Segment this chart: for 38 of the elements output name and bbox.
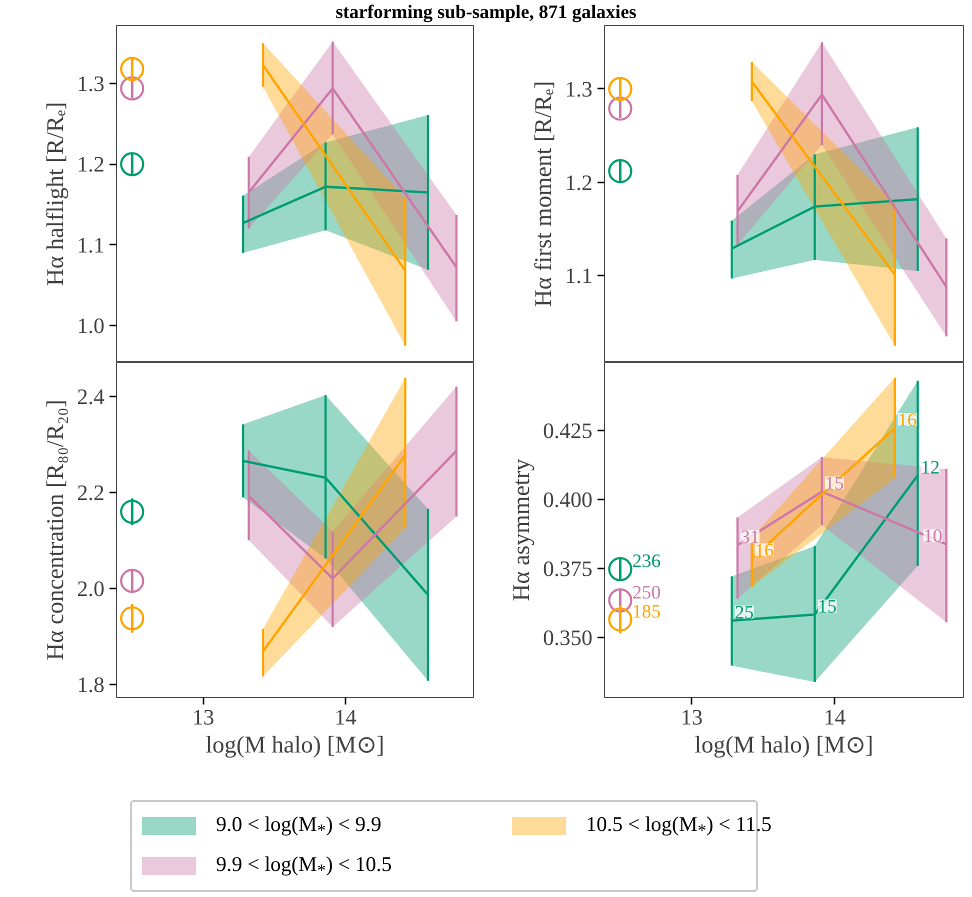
y-tick-label: 1.1 <box>77 232 104 258</box>
y-axis-title: Hα halflight [R/Rₑ] <box>43 102 69 286</box>
y-tick-label: 1.3 <box>77 71 104 96</box>
chart-title: starforming sub-sample, 871 galaxies <box>336 1 636 25</box>
y-axis-title: Hα asymmetry <box>509 458 535 602</box>
y-tick-label: 1.8 <box>77 672 104 698</box>
y-tick-label: 0.400 <box>543 486 592 512</box>
annotation: 15 <box>818 596 837 618</box>
annotation: 12 <box>920 457 940 478</box>
y-tick-label: 2.2 <box>77 480 104 506</box>
y-tick-label: 0.425 <box>543 418 592 443</box>
y-tick-label: 1.2 <box>77 152 104 177</box>
x-axis-title: log(M halo) [M⊙] <box>206 732 384 758</box>
annotation: 10 <box>923 526 942 548</box>
y-tick-label: 1.3 <box>565 76 592 102</box>
y-tick-label: 1.2 <box>565 170 592 195</box>
legend-label: 9.9 < log(M$_{*}$) < 10.5 <box>216 850 392 882</box>
annotation: 25 <box>734 602 754 624</box>
legend-label: 9.0 < log(M$_{*}$) < 9.9 <box>216 810 382 842</box>
y-tick-label: 2.0 <box>77 576 104 602</box>
y-tick-label: 0.375 <box>543 556 592 582</box>
annotation: 236 <box>632 551 661 572</box>
x-tick-label: 13 <box>192 704 214 730</box>
annotation: 185 <box>632 601 661 622</box>
annotation: 16 <box>898 410 917 432</box>
legend-label: 10.5 < log(M$_{*}$) < 11.5 <box>586 810 772 842</box>
x-axis-title: log(M halo) [M⊙] <box>694 732 874 758</box>
x-tick-label: 14 <box>334 704 356 730</box>
annotation: 15 <box>824 474 844 495</box>
y-tick-label: 2.4 <box>77 384 104 410</box>
y-axis-title: Hα concentration [R₈₀/R₂₀] <box>43 400 69 660</box>
y-tick-label: 0.350 <box>543 625 592 650</box>
x-tick-label: 14 <box>824 704 846 730</box>
annotation: 250 <box>632 582 661 604</box>
y-axis-title: Hα first moment [R/Rₑ] <box>531 80 557 308</box>
y-tick-label: 1.1 <box>565 263 592 288</box>
x-tick-label: 13 <box>680 704 703 730</box>
y-tick-label: 1.0 <box>77 312 104 338</box>
